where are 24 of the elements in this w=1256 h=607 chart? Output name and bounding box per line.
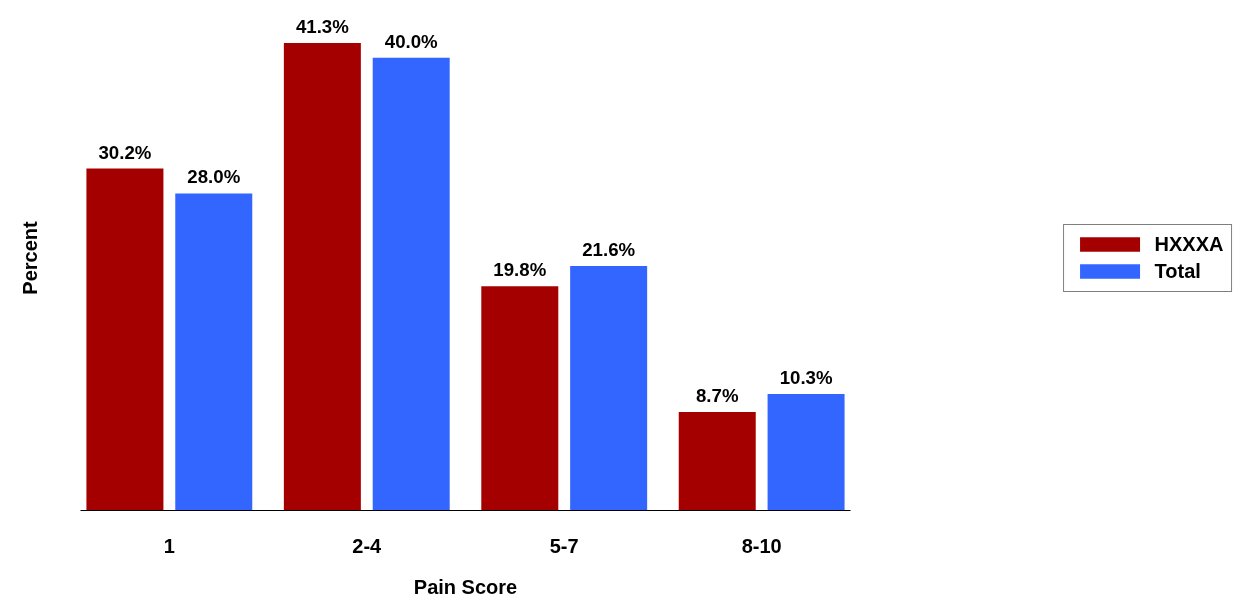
data-label: 10.3% xyxy=(779,366,833,388)
x-tick-label: 2-4 xyxy=(352,534,383,557)
data-label: 19.8% xyxy=(493,259,547,281)
bar xyxy=(570,265,648,511)
legend-label: Total xyxy=(1154,259,1201,283)
y-axis-title: Percent xyxy=(18,220,41,295)
legend-label: HXXXA xyxy=(1154,232,1224,256)
bar xyxy=(678,412,756,511)
data-label: 8.7% xyxy=(695,385,739,406)
bar xyxy=(175,193,253,511)
data-label: 41.3% xyxy=(295,15,350,37)
x-tick-label: 5-7 xyxy=(549,534,579,557)
data-label: 28.0% xyxy=(187,166,241,188)
data-label: 21.6% xyxy=(582,238,636,260)
x-axis-title: Pain Score xyxy=(413,575,518,598)
bar xyxy=(481,286,559,511)
data-label: 30.2% xyxy=(98,141,152,163)
x-tick-label: 1 xyxy=(163,534,175,557)
data-label: 40.0% xyxy=(384,30,439,52)
bar xyxy=(767,393,845,511)
bar xyxy=(86,168,164,511)
bar xyxy=(283,42,361,511)
x-tick-label: 8-10 xyxy=(741,534,782,557)
bar xyxy=(372,57,450,511)
